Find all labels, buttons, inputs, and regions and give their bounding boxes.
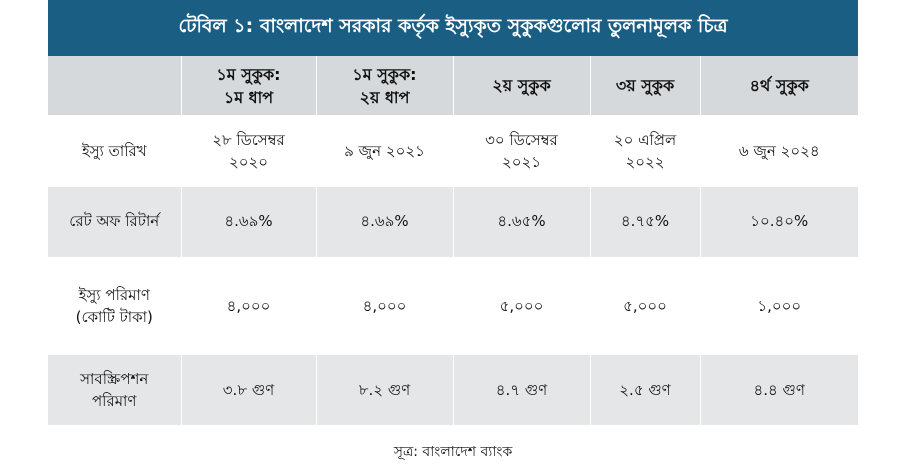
table-cell: ৪,০০০	[181, 257, 317, 355]
table-cell: ৬ জুন ২০২৪	[700, 115, 858, 187]
table-cell: ৪.৬৫%	[453, 186, 591, 258]
table-cell: ৫,০০০	[590, 257, 701, 355]
row-label-issue-date: ইস্যু তারিখ	[48, 115, 182, 187]
comparison-table-container: টেবিল ১: বাংলাদেশ সরকার কর্তৃক ইস্যুকৃত …	[48, 0, 858, 426]
table-row-subscription: সাবস্ক্রিপশন পরিমাণ ৩.৮ গুণ ৮.২ গুণ ৪.৭ …	[48, 354, 858, 426]
sukuk-comparison-table: ১ম সুকুক: ১ম ধাপ ১ম সুকুক: ২য় ধাপ ২য় স…	[48, 56, 858, 426]
table-cell: ১,০০০	[700, 257, 858, 355]
header-cell-blank	[48, 56, 182, 116]
table-cell: ২.৫ গুণ	[590, 354, 701, 426]
table-cell: ৪.৬৯%	[316, 186, 454, 258]
header-row: ১ম সুকুক: ১ম ধাপ ১ম সুকুক: ২য় ধাপ ২য় স…	[48, 56, 858, 116]
row-label-subscription: সাবস্ক্রিপশন পরিমাণ	[48, 354, 182, 426]
table-row-issue-date: ইস্যু তারিখ ২৮ ডিসেম্বর ২০২০ ৯ জুন ২০২১ …	[48, 115, 858, 187]
table-row-rate-of-return: রেট অফ রিটার্ন ৪.৬৯% ৪.৬৯% ৪.৬৫% ৪.৭৫% ১…	[48, 186, 858, 258]
source-note: সূত্র: বাংলাদেশ ব্যাংক	[393, 444, 513, 460]
table-cell: ৪.৭ গুণ	[453, 354, 591, 426]
table-title: টেবিল ১: বাংলাদেশ সরকার কর্তৃক ইস্যুকৃত …	[48, 0, 858, 56]
row-label-rate-of-return: রেট অফ রিটার্ন	[48, 186, 182, 258]
header-cell-sukuk1-phase1: ১ম সুকুক: ১ম ধাপ	[181, 56, 317, 116]
table-cell: ৮.২ গুণ	[316, 354, 454, 426]
table-cell: ৪.৭৫%	[590, 186, 701, 258]
table-cell: ৪.৬৯%	[181, 186, 317, 258]
row-label-issue-amount: ইস্যু পরিমাণ (কোটি টাকা)	[48, 257, 182, 355]
table-row-issue-amount: ইস্যু পরিমাণ (কোটি টাকা) ৪,০০০ ৪,০০০ ৫,০…	[48, 257, 858, 355]
header-cell-sukuk4: ৪র্থ সুকুক	[700, 56, 858, 116]
table-cell: ১০.৪০%	[700, 186, 858, 258]
table-cell: ৫,০০০	[453, 257, 591, 355]
table-cell: ২০ এপ্রিল ২০২২	[590, 115, 701, 187]
header-cell-sukuk2: ২য় সুকুক	[453, 56, 591, 116]
table-cell: ৩০ ডিসেম্বর ২০২১	[453, 115, 591, 187]
header-cell-sukuk1-phase2: ১ম সুকুক: ২য় ধাপ	[316, 56, 454, 116]
table-cell: ৪,০০০	[316, 257, 454, 355]
table-cell: ৯ জুন ২০২১	[316, 115, 454, 187]
header-cell-sukuk3: ৩য় সুকুক	[590, 56, 701, 116]
table-cell: ২৮ ডিসেম্বর ২০২০	[181, 115, 317, 187]
table-cell: ৪.৪ গুণ	[700, 354, 858, 426]
table-cell: ৩.৮ গুণ	[181, 354, 317, 426]
